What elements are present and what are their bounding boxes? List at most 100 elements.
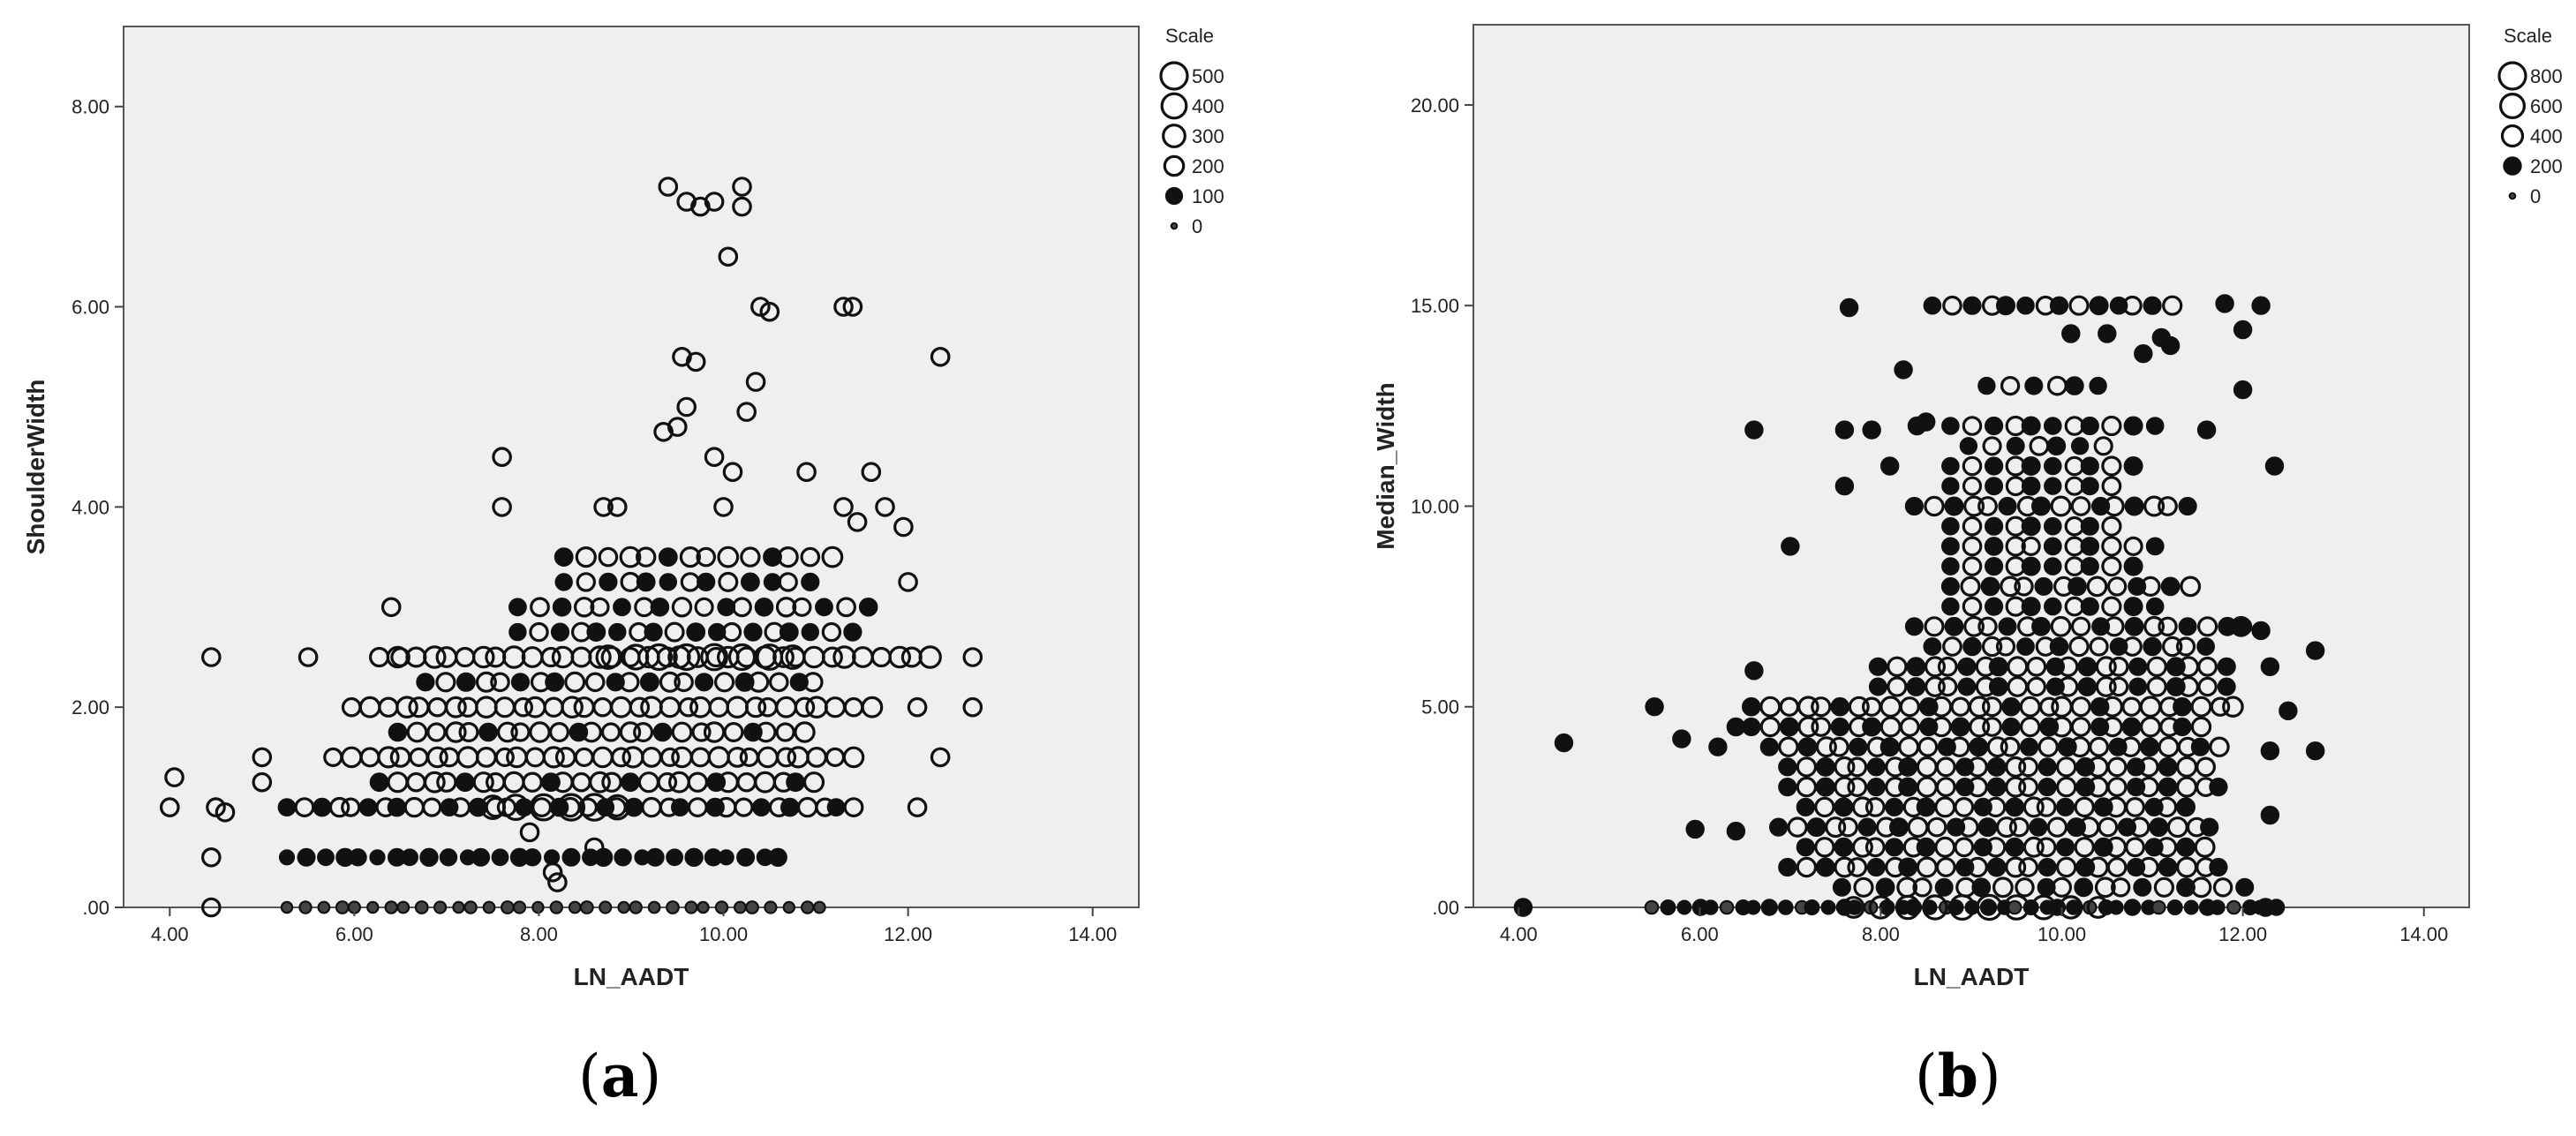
data-point [435,672,456,693]
data-point [2007,899,2022,915]
data-point [471,847,491,867]
data-point [796,462,817,482]
data-point [2055,797,2075,817]
data-point [2043,557,2062,576]
data-point [328,796,350,818]
data-point [1941,417,1960,435]
data-point [847,512,868,532]
data-point [2178,496,2197,516]
data-point [1888,817,1909,838]
data-point [1862,717,1882,737]
data-point [1980,576,2000,597]
data-point [593,847,614,868]
data-point [2122,295,2143,316]
data-point [561,847,581,867]
data-point [1834,756,1856,778]
data-point [1894,360,1913,380]
data-point [861,696,884,718]
data-point [778,572,798,592]
data-point [2050,615,2072,637]
data-point [513,696,533,718]
data-point [821,545,844,568]
data-point [780,644,806,670]
data-point [1708,737,1728,756]
data-point [384,900,398,914]
data-point [1554,733,1574,753]
data-point [588,645,612,669]
data-point [1778,777,1797,797]
legend-marker [2508,192,2517,200]
data-point [745,372,766,392]
data-point [2217,657,2236,676]
data-point [2034,576,2053,596]
data-point [1962,636,1982,657]
data-point [510,673,531,692]
data-point [1864,797,1886,817]
data-point [497,721,518,743]
legend-label: 0 [2530,185,2541,207]
data-point [297,847,316,867]
data-point [455,772,475,793]
data-point [2108,656,2129,677]
data-point [1880,456,1900,476]
data-point [1969,716,1991,738]
data-point [2190,876,2212,899]
data-point [1984,456,2004,476]
data-point [1941,516,1960,536]
data-point [390,647,411,667]
data-point [2138,756,2159,778]
data-point [743,622,763,642]
data-point [614,848,632,867]
data-point [658,547,678,567]
data-point [1759,716,1781,738]
data-point [1815,736,1837,758]
data-point [1759,696,1781,718]
data-point [2080,456,2099,476]
data-point [836,597,856,618]
data-point [644,622,663,642]
data-point [1962,515,1983,537]
data-point [752,798,771,816]
data-point [898,572,918,592]
data-point [755,721,777,743]
data-point [380,597,402,618]
data-point [1904,899,1923,916]
data-point [1513,898,1533,917]
data-point [775,597,797,618]
data-point [888,645,911,669]
data-point [471,645,495,669]
data-point [1830,717,1849,737]
data-point [598,546,619,568]
data-point [657,771,678,793]
data-point [1797,696,1819,718]
data-point [1839,297,1859,318]
data-point [2051,876,2073,898]
data-point [501,900,515,914]
data-point [1777,899,1794,915]
data-point [2260,805,2280,825]
data-point [617,900,630,914]
data-point [1868,895,1894,920]
data-point [684,847,704,868]
data-point [1796,856,1818,878]
data-point [388,722,408,742]
y-tick-label-b: 10.00 [1411,495,1459,517]
data-point [2098,324,2117,343]
data-point [1779,717,1799,737]
data-point [2043,597,2062,616]
data-point [2015,877,2035,898]
data-point [414,900,429,914]
data-point [2022,796,2045,818]
data-point [1923,296,1942,315]
data-point [1985,477,2004,496]
data-point [472,771,494,794]
data-point [1815,777,1835,797]
data-point [2156,796,2178,818]
data-point [2162,636,2183,658]
data-point [2233,320,2253,340]
data-point [2021,516,2041,537]
data-point [542,861,563,883]
data-point [780,797,800,817]
data-point [2043,516,2062,536]
data-point [2125,797,2145,817]
